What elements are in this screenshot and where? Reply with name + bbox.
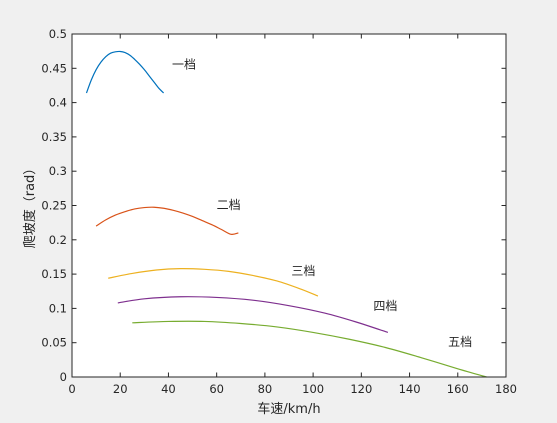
plot-area bbox=[72, 34, 506, 377]
y-axis-label: 爬坡度（rad） bbox=[22, 162, 38, 249]
y-tick-label: 0.3 bbox=[49, 164, 67, 178]
y-tick-label: 0.35 bbox=[41, 130, 67, 144]
x-tick-label: 0 bbox=[68, 382, 75, 396]
series-line-2 bbox=[95, 206, 239, 236]
series-line-1 bbox=[85, 50, 165, 94]
series-annotation-4: 四档 bbox=[373, 299, 397, 313]
x-tick-label: 180 bbox=[495, 382, 517, 396]
x-axis-label: 车速/km/h bbox=[257, 401, 320, 417]
y-tick-label: 0.15 bbox=[41, 267, 67, 281]
axes-box bbox=[71, 33, 507, 378]
x-tick-label: 120 bbox=[350, 382, 372, 396]
series-line-5 bbox=[132, 320, 487, 378]
y-tick-label: 0.25 bbox=[41, 199, 67, 213]
x-tick-label: 140 bbox=[399, 382, 421, 396]
x-tick-label: 80 bbox=[258, 382, 273, 396]
series-annotation-1: 一档 bbox=[172, 57, 196, 71]
y-tick-label: 0.1 bbox=[49, 301, 67, 315]
y-tick-label: 0.5 bbox=[49, 27, 67, 41]
series-annotation-5: 五档 bbox=[448, 335, 472, 349]
x-tick-label: 60 bbox=[209, 382, 224, 396]
series-line-3 bbox=[108, 267, 319, 297]
y-tick-label: 0 bbox=[60, 370, 67, 384]
y-tick-label: 0.45 bbox=[41, 61, 67, 75]
x-tick-label: 40 bbox=[161, 382, 176, 396]
series-annotation-2: 二档 bbox=[217, 198, 241, 212]
tick-layer: 0 20 40 60 80 100 120 140 160 180 0 0.05 0.1 0.15 0.2 0… bbox=[41, 27, 517, 396]
x-tick-label: 100 bbox=[302, 382, 324, 396]
y-tick-label: 0.2 bbox=[49, 233, 67, 247]
y-tick-label: 0.05 bbox=[41, 336, 67, 350]
series-annotation-3: 三档 bbox=[291, 264, 315, 278]
series-line-4 bbox=[117, 296, 389, 333]
x-tick-label: 20 bbox=[113, 382, 128, 396]
x-tick-label: 160 bbox=[447, 382, 469, 396]
series-layer bbox=[85, 50, 487, 378]
y-tick-label: 0.4 bbox=[49, 96, 67, 110]
